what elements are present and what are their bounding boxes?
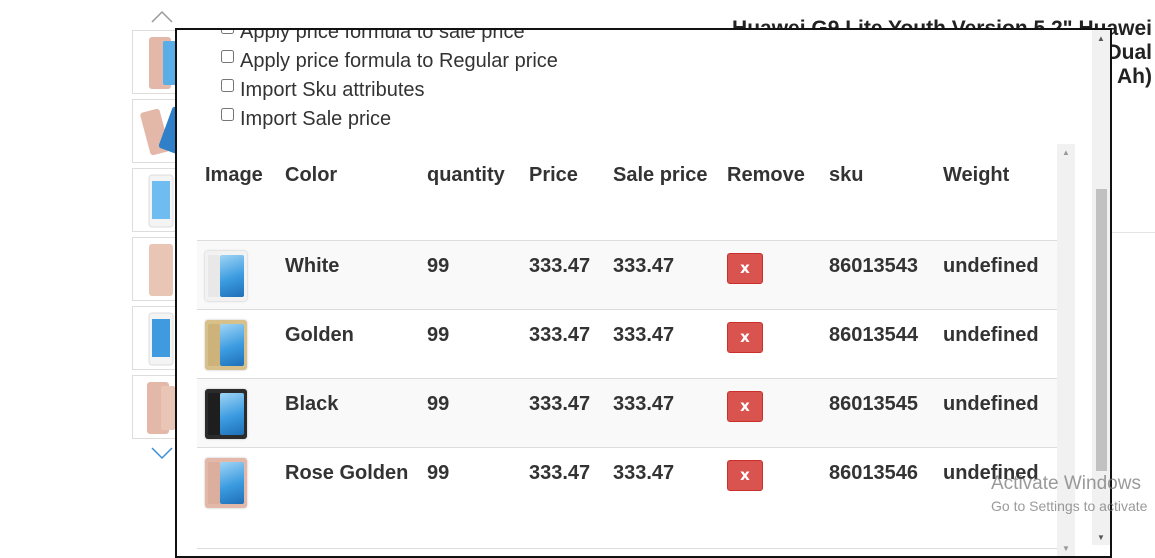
phone-thumbnail-icon [149,37,177,89]
checkbox[interactable] [221,30,234,34]
sale-price-cell: 333.47 [605,239,719,309]
weight-cell: undefined [935,239,1057,309]
divider [1110,232,1155,233]
phone-thumbnail-icon [148,312,174,366]
import-variants-modal: Apply price formula to sale price Apply … [175,28,1112,558]
remove-cell: x [719,308,821,378]
scroll-up-arrow-icon[interactable]: ▲ [1062,147,1070,157]
phone-thumbnail-icon [147,382,175,434]
remove-cell: x [719,377,821,447]
gallery-down-arrow[interactable] [150,445,174,461]
scroll-down-arrow-icon[interactable]: ▼ [1097,532,1105,542]
table-row: Rose Golden 99 333.47 333.47 x 86013546 … [197,446,1057,549]
quantity-cell: 99 [419,239,521,309]
price-cell: 333.47 [521,239,605,309]
variant-image-cell [197,308,277,378]
scroll-up-arrow-icon[interactable]: ▲ [1097,33,1105,43]
variants-table: Image Color quantity Price Sale price Re… [197,144,1057,549]
phone-thumbnail-icon [149,244,173,296]
import-options: Apply price formula to sale price Apply … [221,28,558,134]
remove-cell: x [719,446,821,549]
checkbox[interactable] [221,50,234,63]
option-import-sku-attributes[interactable]: Import Sku attributes [221,76,558,105]
weight-cell: undefined [935,446,1057,549]
chevron-up-icon [151,10,173,23]
variants-table-container[interactable]: Image Color quantity Price Sale price Re… [197,144,1075,556]
color-cell: White [277,239,419,309]
option-label: Apply price formula to Regular price [240,50,558,72]
header-color: Color [285,164,338,186]
table-row: Golden 99 333.47 333.47 x 86013544 undef… [197,308,1057,378]
sku-cell: 86013543 [821,239,935,309]
scroll-down-arrow-icon[interactable]: ▼ [1062,543,1070,553]
remove-button[interactable]: x [727,321,763,353]
weight-cell: undefined [935,377,1057,447]
phone-image [205,319,247,370]
color-cell: Golden [277,308,419,378]
header-sku: sku [829,164,864,186]
option-sale-price-formula[interactable]: Apply price formula to sale price [221,28,558,47]
watermark-title: Activate Windows [991,473,1141,494]
table-row: White 99 333.47 333.47 x 86013543 undefi… [197,239,1057,309]
activate-windows-watermark: Activate Windows Go to Settings to activ… [991,473,1147,517]
phone-image [205,250,247,301]
phone-image [205,457,247,508]
option-regular-price-formula[interactable]: Apply price formula to Regular price [221,47,558,76]
sale-price-cell: 333.47 [605,308,719,378]
price-cell: 333.47 [521,446,605,549]
phone-thumbnail-icon [148,174,174,228]
gallery-up-arrow[interactable] [150,8,174,24]
option-label: Import Sale price [240,108,392,130]
header-remove: Remove [727,164,805,186]
variant-image-cell [197,377,277,447]
sku-cell: 86013545 [821,377,935,447]
scrollbar-thumb[interactable] [1096,189,1107,471]
option-label: Import Sku attributes [240,79,425,101]
remove-button[interactable]: x [727,252,763,284]
option-label: Apply price formula to sale price [240,28,525,43]
quantity-cell: 99 [419,446,521,549]
modal-scrollbar[interactable]: ▲ ▼ [1092,30,1110,545]
chevron-down-icon [151,447,173,460]
sku-cell: 86013544 [821,308,935,378]
header-price: Price [529,164,578,186]
phone-image [205,388,247,439]
product-title-line-2: Dual [1106,41,1152,64]
color-cell: Black [277,377,419,447]
checkbox[interactable] [221,79,234,92]
option-import-sale-price[interactable]: Import Sale price [221,105,558,134]
variant-image-cell [197,239,277,309]
remove-button[interactable]: x [727,390,763,422]
table-row: Black 99 333.47 333.47 x 86013545 undefi… [197,377,1057,447]
remove-button[interactable]: x [727,459,763,491]
price-cell: 333.47 [521,377,605,447]
weight-cell: undefined [935,308,1057,378]
header-sale-price: Sale price [613,164,708,186]
sale-price-cell: 333.47 [605,377,719,447]
variant-image-cell [197,446,277,549]
header-weight: Weight [943,164,1010,186]
header-quantity: quantity [427,164,505,186]
quantity-cell: 99 [419,377,521,447]
remove-cell: x [719,239,821,309]
product-title-line-3: Ah) [1117,65,1152,88]
color-cell: Rose Golden [277,446,419,549]
quantity-cell: 99 [419,308,521,378]
header-image: Image [205,164,263,186]
watermark-subtitle: Go to Settings to activate [991,498,1148,514]
price-cell: 333.47 [521,308,605,378]
checkbox[interactable] [221,108,234,121]
sku-cell: 86013546 [821,446,935,549]
sale-price-cell: 333.47 [605,446,719,549]
